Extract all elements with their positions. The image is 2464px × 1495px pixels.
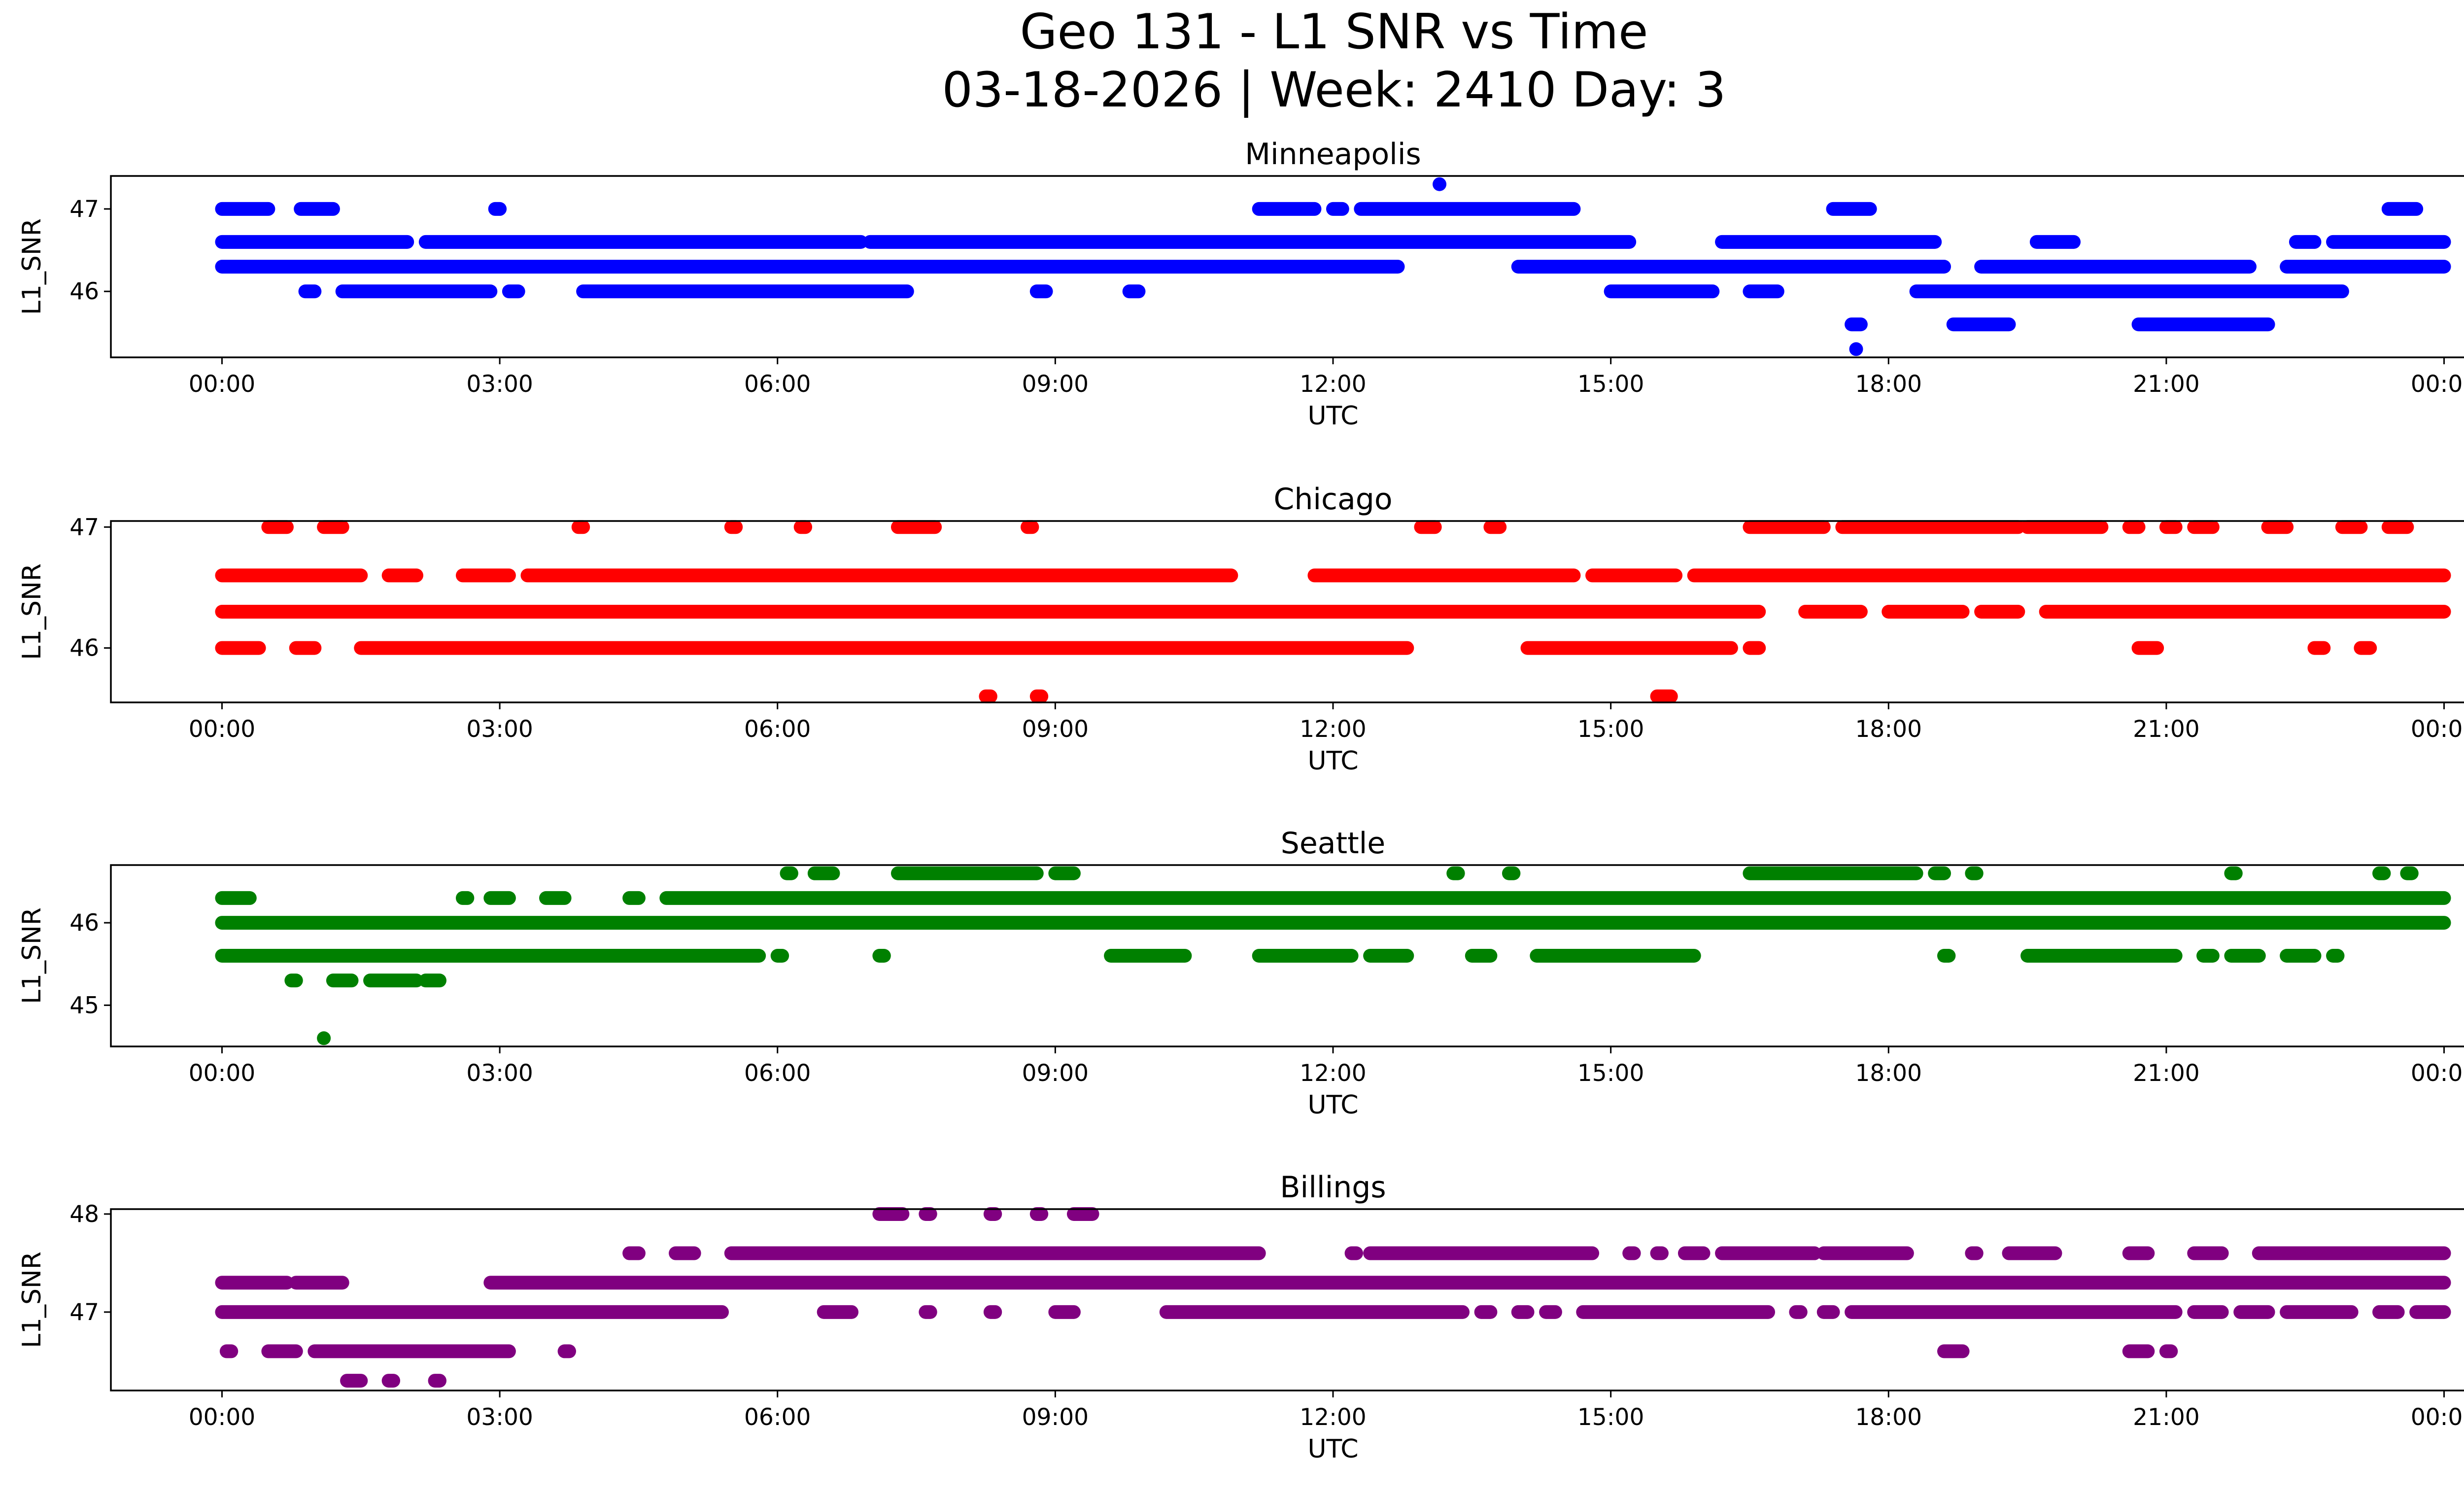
subplot-1: Chicago 00:00 03:00 06:00 09:00 12:00 15:00 18:… [17, 482, 2464, 776]
x-tick-label: 00:00 [189, 371, 255, 398]
y-tick-label: 46 [69, 909, 99, 937]
y-axis-label: L1_SNR [17, 563, 47, 660]
y-tick-label: 48 [69, 1201, 99, 1228]
x-tick-label: 09:00 [1022, 716, 1089, 743]
x-tick-label: 00:00 [189, 1060, 255, 1087]
x-tick-label: 18:00 [1855, 371, 1922, 398]
subplot-title: Chicago [1273, 482, 1392, 517]
x-tick-label: 09:00 [1022, 1060, 1089, 1087]
y-axis-label: L1_SNR [17, 907, 47, 1004]
x-tick-label: 15:00 [1577, 371, 1644, 398]
x-axis-label: UTC [1307, 1090, 1358, 1120]
subplots: Minneapolis 00:00 03:00 06:00 09:00 12:00 15:0… [17, 137, 2464, 1464]
y-tick-label: 46 [69, 278, 99, 305]
x-tick-label: 06:00 [744, 1060, 811, 1087]
x-tick-label: 12:00 [1300, 1060, 1366, 1087]
x-tick-label: 21:00 [2133, 1404, 2199, 1431]
x-tick-label: 21:00 [2133, 716, 2199, 743]
subplot-2: Seattle 00:00 03:00 06:00 09:00 12:00 15:00 18:… [17, 826, 2464, 1120]
x-tick-label: 00:00 [189, 1404, 255, 1431]
figure-title-line2: 03-18-2026 | Week: 2410 Day: 3 [942, 62, 1726, 118]
x-tick-label: 00:00 [2411, 1404, 2464, 1431]
scatter-series [215, 866, 2451, 1045]
x-tick-label: 06:00 [744, 1404, 811, 1431]
y-axis-label: L1_SNR [17, 1252, 47, 1348]
figure-title-line1: Geo 131 - L1 SNR vs Time [1020, 4, 1648, 60]
x-tick-label: 12:00 [1300, 371, 1366, 398]
x-tick-label: 21:00 [2133, 1060, 2199, 1087]
x-tick-label: 18:00 [1855, 716, 1922, 743]
subplot-title: Billings [1280, 1170, 1386, 1205]
x-tick-label: 09:00 [1022, 1404, 1089, 1431]
y-axis-label: L1_SNR [17, 218, 47, 315]
x-tick-label: 12:00 [1300, 1404, 1366, 1431]
subplot-title: Seattle [1281, 826, 1385, 861]
scatter-series [215, 520, 2451, 703]
scatter-series [215, 1207, 2451, 1388]
x-tick-label: 03:00 [466, 1404, 533, 1431]
subplot-3: Billings 00:00 03:00 06:00 09:00 12:00 15:00 18… [17, 1170, 2464, 1464]
y-tick-label: 47 [69, 514, 99, 541]
x-tick-label: 00:00 [2411, 1060, 2464, 1087]
data-point [317, 1031, 331, 1045]
x-tick-label: 18:00 [1855, 1404, 1922, 1431]
scatter-series [215, 177, 2451, 356]
subplot-0: Minneapolis 00:00 03:00 06:00 09:00 12:00 15:0… [17, 137, 2464, 431]
x-tick-label: 06:00 [744, 371, 811, 398]
x-tick-label: 15:00 [1577, 1060, 1644, 1087]
data-point [1849, 342, 1863, 356]
x-tick-label: 18:00 [1855, 1060, 1922, 1087]
y-tick-label: 47 [69, 1299, 99, 1326]
data-point [1433, 177, 1447, 191]
x-tick-label: 12:00 [1300, 716, 1366, 743]
x-tick-label: 15:00 [1577, 1404, 1644, 1431]
y-tick-label: 47 [69, 196, 99, 223]
x-tick-label: 03:00 [466, 371, 533, 398]
x-tick-label: 00:00 [189, 716, 255, 743]
x-axis-label: UTC [1307, 1434, 1358, 1464]
x-tick-label: 00:00 [2411, 716, 2464, 743]
x-tick-label: 21:00 [2133, 371, 2199, 398]
x-tick-label: 06:00 [744, 716, 811, 743]
x-tick-label: 03:00 [466, 1060, 533, 1087]
x-tick-label: 15:00 [1577, 716, 1644, 743]
x-axis-label: UTC [1307, 746, 1358, 776]
x-axis-label: UTC [1307, 401, 1358, 431]
x-tick-label: 03:00 [466, 716, 533, 743]
y-tick-label: 46 [69, 635, 99, 662]
axes-frame [110, 1208, 2464, 1391]
x-tick-label: 00:00 [2411, 371, 2464, 398]
subplot-title: Minneapolis [1245, 137, 1421, 172]
y-tick-label: 45 [69, 992, 99, 1019]
x-tick-label: 09:00 [1022, 371, 1089, 398]
